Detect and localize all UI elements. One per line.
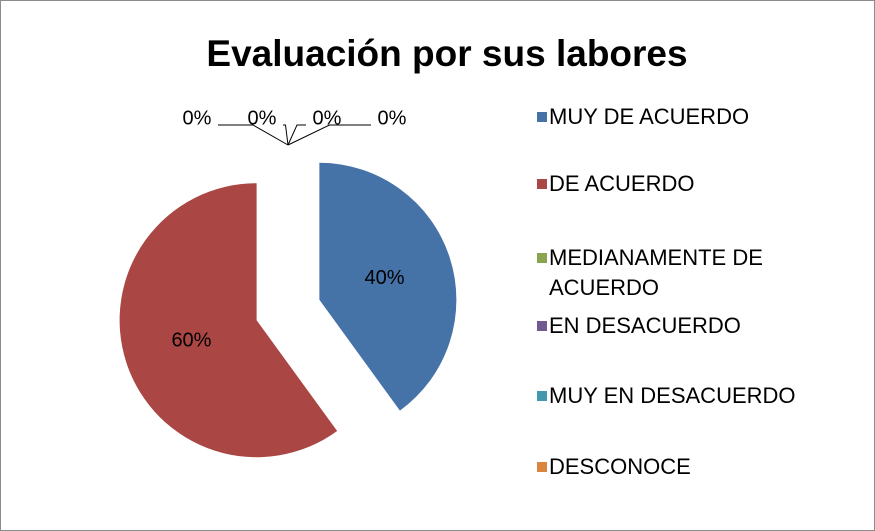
legend-label: MUY EN DESACUERDO xyxy=(549,383,796,408)
legend-item: MUY EN DESACUERDO xyxy=(537,381,862,411)
legend-label: DESCONOCE xyxy=(549,454,691,479)
pie-slice xyxy=(319,162,457,411)
legend-swatch xyxy=(537,462,547,472)
legend-swatch xyxy=(537,391,547,401)
legend-item: EN DESACUERDO xyxy=(537,311,862,341)
leader-line xyxy=(287,124,306,146)
legend-item: DESCONOCE xyxy=(537,452,862,482)
leader-line xyxy=(287,124,371,146)
legend-swatch xyxy=(537,253,547,263)
legend-label: EN DESACUERDO xyxy=(549,313,741,338)
legend-swatch xyxy=(537,112,547,122)
legend-label: MEDIANAMENTE DE ACUERDO xyxy=(549,245,763,300)
legend-item: MEDIANAMENTE DE ACUERDO xyxy=(537,243,862,303)
data-label: 0% xyxy=(313,107,342,129)
legend-item: MUY DE ACUERDO xyxy=(537,102,862,132)
data-label: 40% xyxy=(365,267,405,289)
leader-line xyxy=(283,124,289,146)
data-label: 0% xyxy=(378,107,407,129)
pie-slice xyxy=(119,183,338,458)
data-label: 60% xyxy=(171,330,211,352)
legend-swatch xyxy=(537,179,547,189)
data-label: 0% xyxy=(183,107,212,129)
legend-item: DE ACUERDO xyxy=(537,169,862,199)
legend-label: MUY DE ACUERDO xyxy=(549,104,750,129)
legend-swatch xyxy=(537,321,547,331)
legend-label: DE ACUERDO xyxy=(549,171,695,196)
leader-line xyxy=(218,124,289,146)
chart-title: Evaluación por sus labores xyxy=(206,33,687,74)
data-label: 0% xyxy=(248,107,277,129)
